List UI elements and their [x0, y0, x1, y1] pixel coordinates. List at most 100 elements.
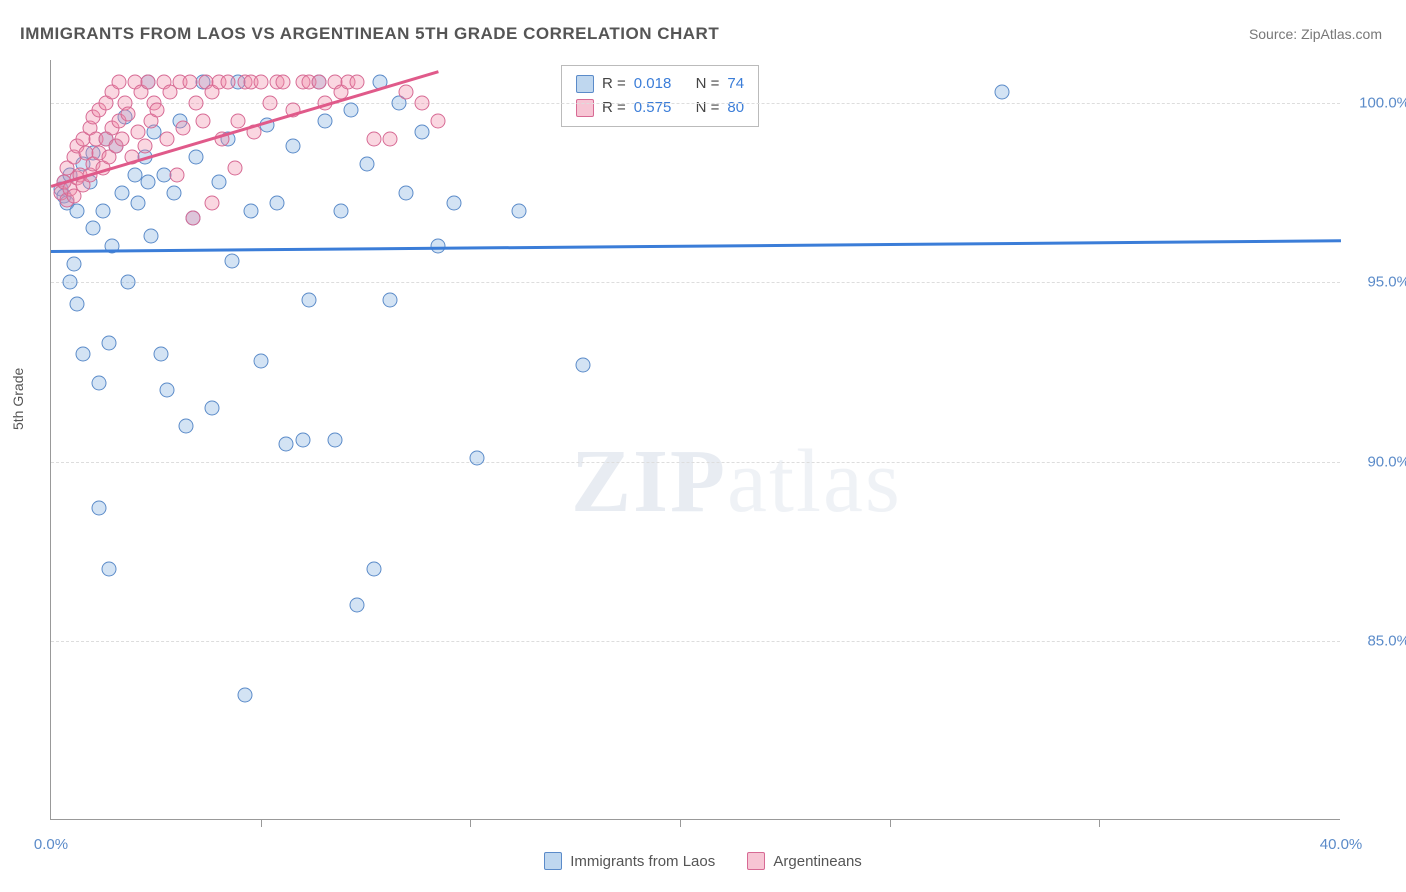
- chart-title: IMMIGRANTS FROM LAOS VS ARGENTINEAN 5TH …: [20, 24, 719, 44]
- scatter-plot-area: ZIPatlas R = 0.018 N = 74 R = 0.575 N = …: [50, 60, 1340, 820]
- data-point: [253, 354, 268, 369]
- watermark: ZIPatlas: [571, 430, 902, 533]
- data-point: [327, 433, 342, 448]
- n-value: 80: [727, 96, 744, 120]
- x-tick-label: 0.0%: [34, 836, 68, 853]
- r-value: 0.575: [634, 96, 672, 120]
- data-point: [76, 346, 91, 361]
- data-point: [311, 74, 326, 89]
- swatch-blue-icon: [544, 852, 562, 870]
- source-attribution: Source: ZipAtlas.com: [1249, 26, 1382, 42]
- x-tick: [470, 819, 471, 827]
- data-point: [360, 156, 375, 171]
- data-point: [995, 85, 1010, 100]
- data-point: [211, 174, 226, 189]
- data-point: [295, 433, 310, 448]
- data-point: [382, 293, 397, 308]
- data-point: [414, 96, 429, 111]
- gridline: [51, 103, 1340, 104]
- y-tick-label: 100.0%: [1359, 95, 1406, 112]
- data-point: [224, 253, 239, 268]
- x-tick: [261, 819, 262, 827]
- data-point: [469, 450, 484, 465]
- data-point: [231, 113, 246, 128]
- data-point: [140, 74, 155, 89]
- data-point: [121, 275, 136, 290]
- data-point: [576, 357, 591, 372]
- data-point: [131, 124, 146, 139]
- watermark-light: atlas: [727, 432, 902, 531]
- legend-item-laos: Immigrants from Laos: [544, 852, 715, 870]
- data-point: [447, 196, 462, 211]
- correlation-stats-box: R = 0.018 N = 74 R = 0.575 N = 80: [561, 65, 759, 127]
- swatch-pink-icon: [576, 99, 594, 117]
- data-point: [350, 597, 365, 612]
- data-point: [511, 203, 526, 218]
- r-label: R =: [602, 72, 626, 96]
- stats-row-laos: R = 0.018 N = 74: [576, 72, 744, 96]
- data-point: [179, 418, 194, 433]
- swatch-pink-icon: [747, 852, 765, 870]
- y-tick-label: 95.0%: [1367, 274, 1406, 291]
- data-point: [221, 74, 236, 89]
- stats-row-argentineans: R = 0.575 N = 80: [576, 96, 744, 120]
- data-point: [114, 185, 129, 200]
- data-point: [350, 74, 365, 89]
- data-point: [111, 74, 126, 89]
- data-point: [243, 203, 258, 218]
- data-point: [143, 228, 158, 243]
- data-point: [160, 382, 175, 397]
- data-point: [318, 113, 333, 128]
- watermark-bold: ZIP: [571, 432, 727, 531]
- legend-label: Argentineans: [773, 853, 861, 870]
- y-tick-label: 90.0%: [1367, 453, 1406, 470]
- data-point: [279, 436, 294, 451]
- data-point: [69, 296, 84, 311]
- data-point: [95, 203, 110, 218]
- data-point: [137, 139, 152, 154]
- x-tick: [1099, 819, 1100, 827]
- data-point: [140, 174, 155, 189]
- data-point: [205, 196, 220, 211]
- data-point: [66, 257, 81, 272]
- data-point: [263, 96, 278, 111]
- data-point: [182, 74, 197, 89]
- data-point: [150, 103, 165, 118]
- data-point: [334, 203, 349, 218]
- data-point: [237, 687, 252, 702]
- data-point: [169, 167, 184, 182]
- data-point: [114, 131, 129, 146]
- swatch-blue-icon: [576, 75, 594, 93]
- data-point: [92, 375, 107, 390]
- data-point: [431, 113, 446, 128]
- data-point: [102, 336, 117, 351]
- gridline: [51, 282, 1340, 283]
- y-tick-label: 85.0%: [1367, 632, 1406, 649]
- data-point: [92, 501, 107, 516]
- data-point: [398, 185, 413, 200]
- y-axis-label: 5th Grade: [10, 368, 26, 430]
- legend-label: Immigrants from Laos: [570, 853, 715, 870]
- data-point: [160, 131, 175, 146]
- data-point: [302, 293, 317, 308]
- legend-item-argentineans: Argentineans: [747, 852, 861, 870]
- data-point: [414, 124, 429, 139]
- data-point: [366, 131, 381, 146]
- data-point: [166, 185, 181, 200]
- data-point: [185, 210, 200, 225]
- gridline: [51, 462, 1340, 463]
- data-point: [269, 196, 284, 211]
- data-point: [131, 196, 146, 211]
- legend: Immigrants from Laos Argentineans: [0, 852, 1406, 874]
- data-point: [398, 85, 413, 100]
- data-point: [102, 562, 117, 577]
- r-value: 0.018: [634, 72, 672, 96]
- data-point: [382, 131, 397, 146]
- data-point: [253, 74, 268, 89]
- trend-line: [51, 239, 1341, 252]
- n-value: 74: [727, 72, 744, 96]
- data-point: [276, 74, 291, 89]
- data-point: [176, 121, 191, 136]
- data-point: [343, 103, 358, 118]
- data-point: [366, 562, 381, 577]
